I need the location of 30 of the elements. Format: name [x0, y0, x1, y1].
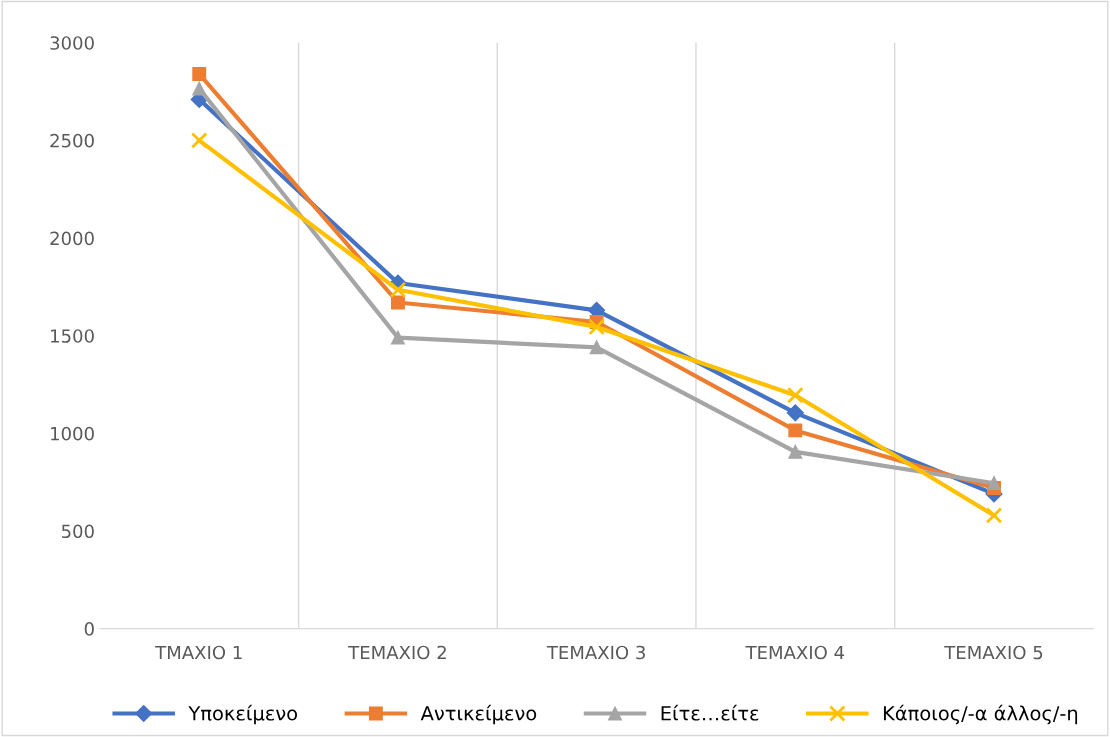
y-tick-label: 1000 — [51, 426, 94, 441]
x-tick-label: ΤΕΜΑΧΙΟ 4 — [745, 645, 845, 660]
legend-label: Κάποιος/-α άλλος/-η — [883, 704, 1078, 725]
point — [786, 386, 804, 404]
y-tick-label: 500 — [61, 524, 94, 539]
point — [589, 340, 604, 355]
point — [390, 295, 405, 310]
x-tick-label: ΤΕΜΑΧΙΟ 5 — [944, 645, 1043, 660]
legend-label: Αντικείμενο — [420, 704, 537, 725]
point — [588, 318, 605, 336]
legend-label: Είτε…είτε — [661, 704, 759, 721]
y-tick-label: 1500 — [51, 329, 94, 343]
x-tick-label: ΤΕΜΑΧΙΟ 3 — [546, 645, 645, 660]
y-tick-label: 2000 — [50, 231, 94, 246]
point — [390, 330, 405, 345]
point — [985, 507, 1003, 524]
y-tick-label: 0 — [84, 622, 94, 636]
point — [788, 423, 803, 438]
point — [192, 81, 207, 96]
point — [987, 476, 1001, 491]
point — [788, 444, 803, 459]
x-tick-label: ΤΜΑΧΙΟ 1 — [155, 645, 242, 660]
y-tick-label: 3000 — [50, 36, 94, 50]
point — [190, 132, 208, 149]
point — [786, 404, 804, 422]
legend-label: Υποκείμενο — [188, 704, 298, 725]
x-tick-label: ΤΕΜΑΧΙΟ 2 — [348, 645, 446, 660]
y-tick-label: 2500 — [50, 133, 94, 148]
point — [192, 67, 207, 81]
point — [389, 281, 407, 299]
